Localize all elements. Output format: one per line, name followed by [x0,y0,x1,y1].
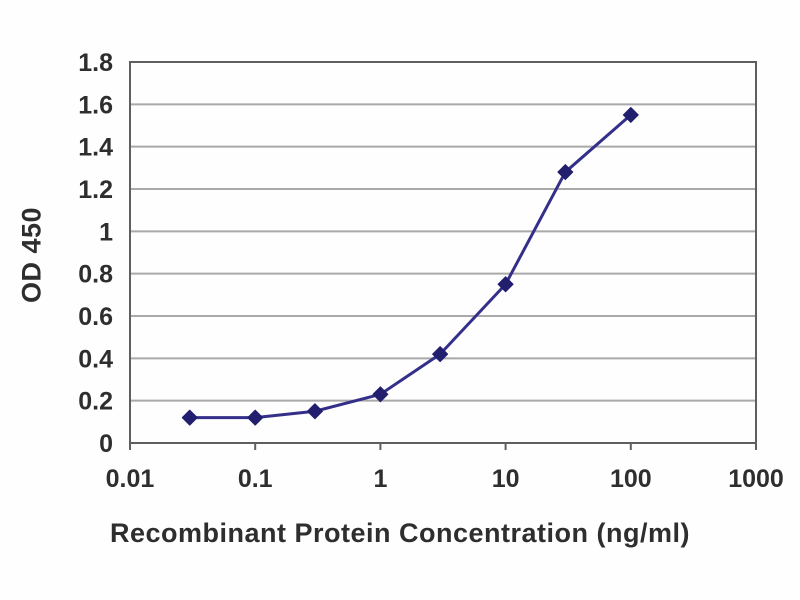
y-tick-label: 1.6 [78,91,113,119]
y-tick-label: 1.2 [78,176,113,204]
y-tick-label: 0.6 [78,303,113,331]
data-point-marker [181,409,198,426]
data-point-marker [372,386,389,403]
data-point-marker [497,276,514,293]
data-point-marker [432,346,449,363]
y-tick-label: 0.8 [78,261,113,289]
x-tick-label: 0.1 [238,465,273,493]
plot-frame [129,61,757,444]
y-tick-label: 0.2 [78,388,113,416]
x-tick-label: 10 [492,465,520,493]
data-point-marker [247,409,264,426]
y-tick-label: 1.4 [78,134,113,162]
data-point-marker [557,164,574,181]
y-tick-label: 1 [99,218,113,246]
x-tick-label: 0.01 [106,465,155,493]
x-tick-label: 1 [373,465,387,493]
y-tick-label: 1.8 [78,49,113,77]
y-tick-label: 0.4 [78,345,113,373]
y-tick-label: 0 [99,430,113,458]
series-line [188,113,633,420]
x-tick-label: 100 [610,465,652,493]
data-point-marker [622,106,639,123]
x-axis-title: Recombinant Protein Concentration (ng/ml… [109,518,690,548]
x-tick-label: 1000 [728,465,784,493]
data-point-marker [306,403,323,420]
y-axis-title: OD 450 [16,206,47,304]
